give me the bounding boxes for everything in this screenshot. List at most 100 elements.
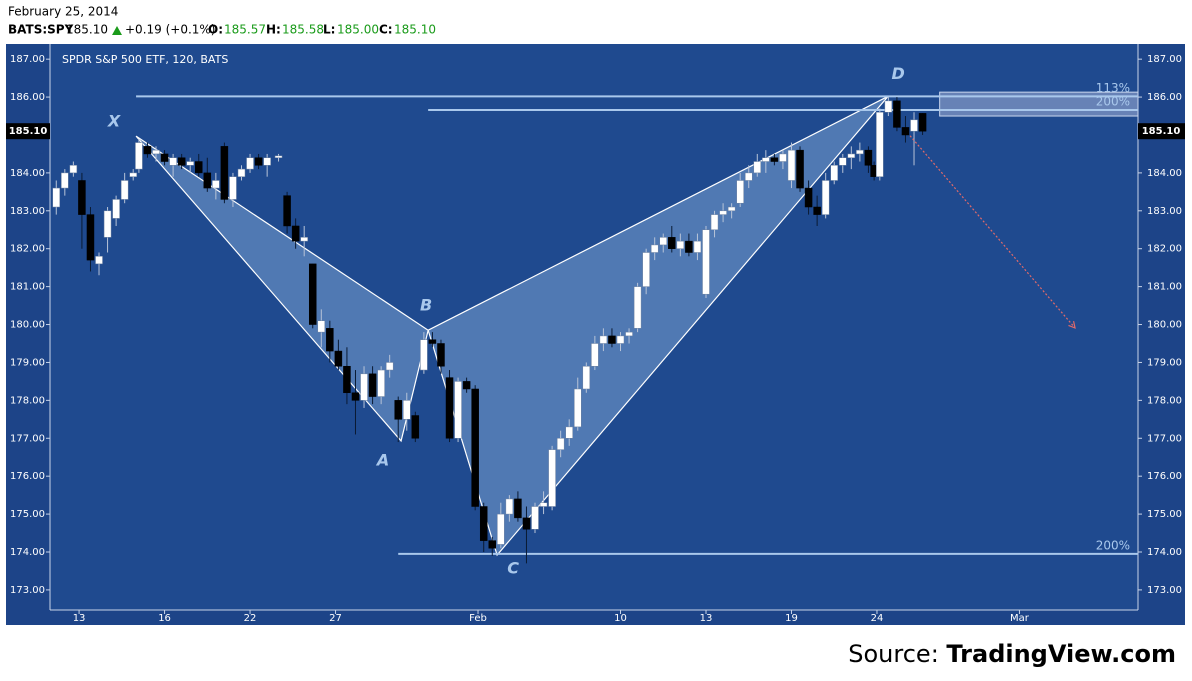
candle-body bbox=[351, 392, 360, 401]
fib-label: 200% bbox=[1096, 538, 1130, 552]
symbol: BATS:SPY bbox=[8, 23, 74, 37]
y2-tick-label: 184.00 bbox=[1147, 168, 1182, 179]
candle-body bbox=[650, 244, 659, 253]
x-tick-label: 19 bbox=[785, 613, 798, 624]
last-price-label: 185.10 bbox=[9, 126, 48, 137]
candle-body bbox=[212, 180, 220, 189]
pattern-label: A bbox=[375, 450, 389, 469]
candle-body bbox=[599, 335, 608, 344]
high-label: H: bbox=[266, 23, 281, 37]
candle-body bbox=[368, 373, 377, 397]
candle-body bbox=[642, 252, 650, 287]
candle-body bbox=[514, 498, 522, 519]
close: 185.10 bbox=[394, 23, 436, 37]
candle-body bbox=[95, 256, 103, 265]
low: 185.00 bbox=[337, 23, 379, 37]
candle-body bbox=[505, 498, 514, 515]
last-price-label-right: 185.10 bbox=[1142, 126, 1181, 137]
pattern-label: B bbox=[420, 296, 432, 315]
candle-body bbox=[246, 157, 254, 170]
source: Source: TradingView.com bbox=[848, 640, 1176, 668]
candle-body bbox=[847, 153, 856, 158]
candle-body bbox=[152, 149, 160, 155]
y2-tick-label: 175.00 bbox=[1147, 509, 1182, 520]
candle-body bbox=[548, 449, 556, 507]
candle-body bbox=[403, 400, 411, 420]
y2-tick-label: 179.00 bbox=[1147, 357, 1182, 368]
candle-body bbox=[360, 373, 368, 401]
x-tick-label: 13 bbox=[73, 613, 86, 624]
candle-body bbox=[112, 199, 120, 219]
candle-body bbox=[839, 157, 847, 166]
candle-body bbox=[308, 263, 317, 325]
candle-body bbox=[420, 339, 428, 371]
candle-body bbox=[582, 365, 591, 390]
candle-body bbox=[177, 157, 186, 166]
candle-body bbox=[471, 388, 479, 507]
y-tick-label: 178.00 bbox=[10, 395, 45, 406]
candle-body bbox=[901, 127, 910, 136]
candle-body bbox=[394, 400, 402, 420]
candle-body bbox=[608, 335, 616, 344]
candle-body bbox=[195, 161, 203, 174]
change: +0.19 (+0.1%) bbox=[125, 23, 216, 37]
pattern-label: D bbox=[891, 64, 904, 83]
y2-tick-label: 186.00 bbox=[1147, 92, 1182, 103]
candle-body bbox=[283, 195, 291, 227]
candle-body bbox=[668, 237, 676, 249]
projection-head bbox=[1068, 320, 1076, 329]
candle-body bbox=[488, 540, 497, 549]
candle-body bbox=[830, 165, 838, 181]
y-tick-label: 177.00 bbox=[10, 433, 45, 444]
candle-body bbox=[804, 187, 813, 208]
candle-body bbox=[770, 157, 779, 162]
candle-body bbox=[103, 210, 112, 238]
candle-body bbox=[753, 161, 762, 174]
x-tick-label: 16 bbox=[158, 613, 171, 624]
candle-body bbox=[539, 502, 548, 507]
y-tick-label: 179.00 bbox=[10, 357, 45, 368]
candle-body bbox=[254, 157, 263, 166]
candle-body bbox=[129, 172, 137, 177]
candle-body bbox=[821, 180, 830, 215]
candle-body bbox=[884, 100, 893, 113]
candle-body bbox=[454, 381, 462, 439]
candle-body bbox=[428, 339, 437, 344]
candle-body bbox=[78, 180, 86, 215]
open-label: O: bbox=[208, 23, 223, 37]
candle-body bbox=[343, 365, 351, 394]
candle-body bbox=[462, 381, 471, 390]
candle-body bbox=[779, 153, 787, 162]
x-tick-label: 10 bbox=[614, 613, 627, 624]
plot-layer: 173.00 173.00 174.00 174.00 175.00 175.00 176.… bbox=[6, 54, 1185, 624]
candle-body bbox=[893, 100, 901, 128]
y2-tick-label: 183.00 bbox=[1147, 206, 1182, 217]
source-prefix: Source: bbox=[848, 640, 939, 668]
candle-body bbox=[445, 377, 454, 439]
pattern-label: X bbox=[107, 112, 121, 131]
candle-body bbox=[186, 161, 194, 166]
candle-body bbox=[616, 335, 625, 344]
x-tick-label: 24 bbox=[871, 613, 884, 624]
x-tick-label: 27 bbox=[329, 613, 342, 624]
candle-body bbox=[736, 180, 744, 204]
pattern-label: C bbox=[507, 559, 519, 578]
candle-body bbox=[237, 168, 246, 177]
fib-label: 200% bbox=[1096, 94, 1130, 108]
candle-body bbox=[143, 146, 152, 155]
low-label: L: bbox=[323, 23, 335, 37]
candle-body bbox=[220, 146, 229, 200]
pattern-triangle bbox=[135, 135, 429, 443]
last-price-tag-right bbox=[1138, 123, 1185, 140]
y2-tick-label: 173.00 bbox=[1147, 585, 1182, 596]
candle-body bbox=[274, 155, 283, 158]
y-tick-label: 173.00 bbox=[10, 585, 45, 596]
candle-body bbox=[326, 328, 334, 352]
x-tick-label: Mar bbox=[1010, 613, 1030, 624]
y-tick-label: 183.00 bbox=[10, 206, 45, 217]
candle-body bbox=[727, 206, 736, 212]
y2-tick-label: 187.00 bbox=[1147, 54, 1182, 65]
y-tick-label: 184.00 bbox=[10, 168, 45, 179]
candle-body bbox=[625, 331, 633, 337]
